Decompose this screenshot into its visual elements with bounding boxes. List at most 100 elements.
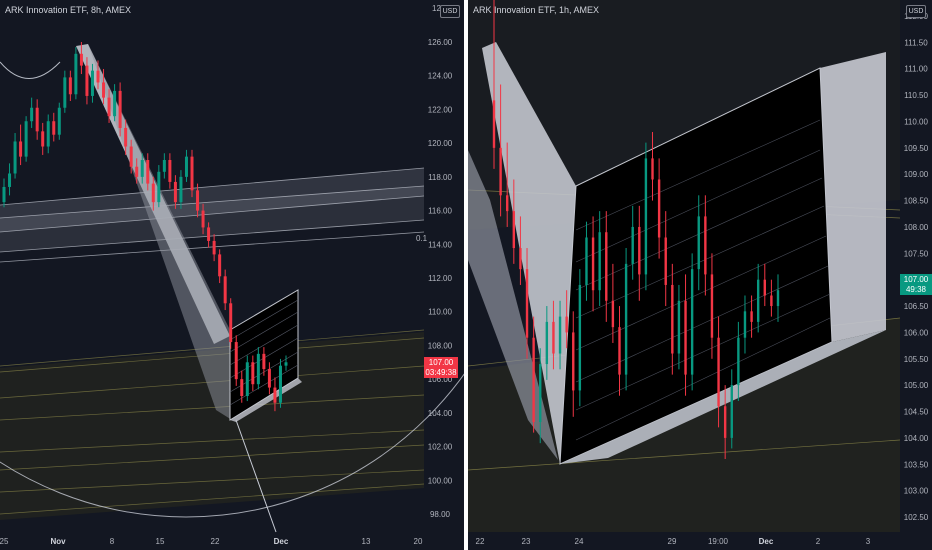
x-tick-label: 8 <box>110 537 115 546</box>
y-tick-label: 103.00 <box>904 487 929 496</box>
candle-body <box>118 90 122 128</box>
x-tick-label: Dec <box>759 537 774 546</box>
candle-body <box>697 216 700 270</box>
candle-body <box>591 237 595 291</box>
x-tick-label: 3 <box>866 537 871 546</box>
y-tick-label: 102.50 <box>904 513 929 522</box>
candle-body <box>57 107 61 135</box>
y-tick-label: 104.00 <box>428 409 453 418</box>
y-tick-label: 109.00 <box>904 170 929 179</box>
candle-body <box>52 121 56 135</box>
candle-body <box>512 211 516 249</box>
box-edge <box>230 378 302 422</box>
candle-body <box>644 158 648 275</box>
candle-body <box>229 303 233 343</box>
candle-body <box>30 107 34 122</box>
band-edge <box>0 219 425 253</box>
circle-drawing <box>0 373 464 518</box>
y-tick-label: 111.50 <box>904 38 928 47</box>
candle-body <box>657 179 661 238</box>
y-tick-label: 126.00 <box>428 38 453 47</box>
left-ribbon <box>482 42 576 464</box>
y-tick-label: 116.00 <box>428 207 452 216</box>
y-tick-label: 120.00 <box>428 139 453 148</box>
candle-body <box>743 311 747 338</box>
right-currency-button[interactable]: USD <box>906 5 926 18</box>
candle-body <box>273 387 277 403</box>
candle-body <box>13 141 17 174</box>
x-tick-label: 2 <box>816 537 821 546</box>
candle-body <box>74 53 78 95</box>
candle-body <box>2 186 6 203</box>
box-grid-line <box>575 235 827 351</box>
candle-body <box>598 232 601 291</box>
candle-body <box>539 364 542 423</box>
candle-body <box>113 90 117 117</box>
x-tick-label: 23 <box>522 537 531 546</box>
y-tick-label: 118.00 <box>428 173 452 182</box>
x-tick-label: 15 <box>156 537 165 546</box>
left-last-price-tag: 107.00 03:49:38 <box>424 357 458 378</box>
y-tick-label: 104.50 <box>904 408 929 417</box>
right-chart-panel[interactable]: 112.00111.50111.00110.50110.00109.50109.… <box>468 0 932 550</box>
candle-body <box>102 82 106 98</box>
candle-body <box>46 121 50 147</box>
y-tick-label: 108.00 <box>428 341 453 350</box>
candle-body <box>519 248 522 270</box>
right-slab <box>820 52 886 342</box>
candle-body <box>146 160 150 184</box>
box-grid-line <box>229 324 299 366</box>
box-grid-line <box>575 317 831 441</box>
x-tick-label: 22 <box>476 537 485 546</box>
candle-body <box>605 232 608 301</box>
y-tick-label: 103.50 <box>904 460 929 469</box>
candle-body <box>196 190 200 211</box>
left-currency-button[interactable]: USD <box>440 5 460 18</box>
candle-body <box>184 156 188 177</box>
right-chart-title: ARK Innovation ETF, 1h, AMEX <box>473 5 600 15</box>
candle-body <box>723 406 727 438</box>
x-tick-label: 22 <box>211 537 220 546</box>
candle-body <box>525 269 529 338</box>
right-last-price: 107.00 <box>903 275 929 284</box>
candle-body <box>756 279 760 322</box>
candle-body <box>35 107 39 132</box>
candle-body <box>129 146 133 167</box>
candle-body <box>218 254 222 277</box>
channel-line <box>0 394 425 421</box>
candle-body <box>611 300 615 328</box>
y-tick-label: 124.00 <box>428 72 453 81</box>
band-edge <box>0 231 425 263</box>
candle-body <box>151 183 155 203</box>
box-grid-line <box>575 119 821 231</box>
parallel-band <box>0 186 424 252</box>
y-tick-label: 112.00 <box>428 274 452 283</box>
candle-body <box>124 127 128 147</box>
candle-body <box>677 300 681 354</box>
y-tick-label: 100.00 <box>428 476 453 485</box>
left-chart-panel[interactable]: 126.00 124.00 122.00 120.00 118.00 116.00 114.… <box>0 0 464 550</box>
candle-body <box>135 166 139 177</box>
candle-body <box>730 385 733 438</box>
projection-line <box>235 419 277 533</box>
candle-body <box>750 311 753 322</box>
left-chart-canvas[interactable]: 126.00 124.00 122.00 120.00 118.00 116.00 114.… <box>0 0 464 550</box>
candle-body <box>578 284 582 391</box>
y-tick-label: 105.50 <box>904 355 929 364</box>
candle-body <box>552 321 555 354</box>
x-tick-label: 25 <box>0 537 9 546</box>
candle-body <box>558 316 562 354</box>
candle-body <box>684 300 687 375</box>
x-tick-label: 13 <box>362 537 371 546</box>
channel-line <box>468 439 901 471</box>
box-grid-line <box>575 205 825 319</box>
y-tick-label: 108.00 <box>904 223 929 232</box>
candle-body <box>671 284 674 354</box>
candle-body <box>618 327 621 375</box>
candle-body <box>532 337 535 423</box>
candle-body <box>770 295 773 307</box>
candle-body <box>256 353 260 385</box>
y-tick-label: 114.00 <box>428 240 452 249</box>
right-chart-canvas[interactable]: 112.00111.50111.00110.50110.00109.50109.… <box>468 0 932 550</box>
left-countdown: 03:49:38 <box>425 368 457 377</box>
